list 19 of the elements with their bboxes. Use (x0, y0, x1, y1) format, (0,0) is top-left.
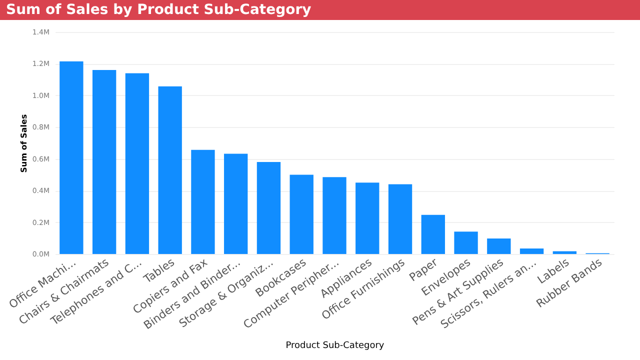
bar (60, 61, 84, 254)
bar (520, 248, 544, 254)
bar (256, 162, 281, 254)
bar (224, 154, 248, 254)
bar (92, 70, 116, 254)
bar (125, 73, 150, 254)
chart-title: Sum of Sales by Product Sub-Category (0, 0, 640, 20)
bar (421, 214, 445, 254)
x-axis-title: Product Sub-Category (286, 341, 385, 352)
y-axis-title: Sum of Sales (19, 114, 28, 173)
bar (191, 150, 215, 254)
bar (322, 177, 346, 254)
bar (356, 182, 380, 254)
bar (552, 251, 577, 254)
bar (158, 86, 182, 254)
bar (487, 238, 511, 254)
bar (454, 232, 478, 254)
bar (290, 174, 314, 254)
bar (388, 184, 412, 254)
